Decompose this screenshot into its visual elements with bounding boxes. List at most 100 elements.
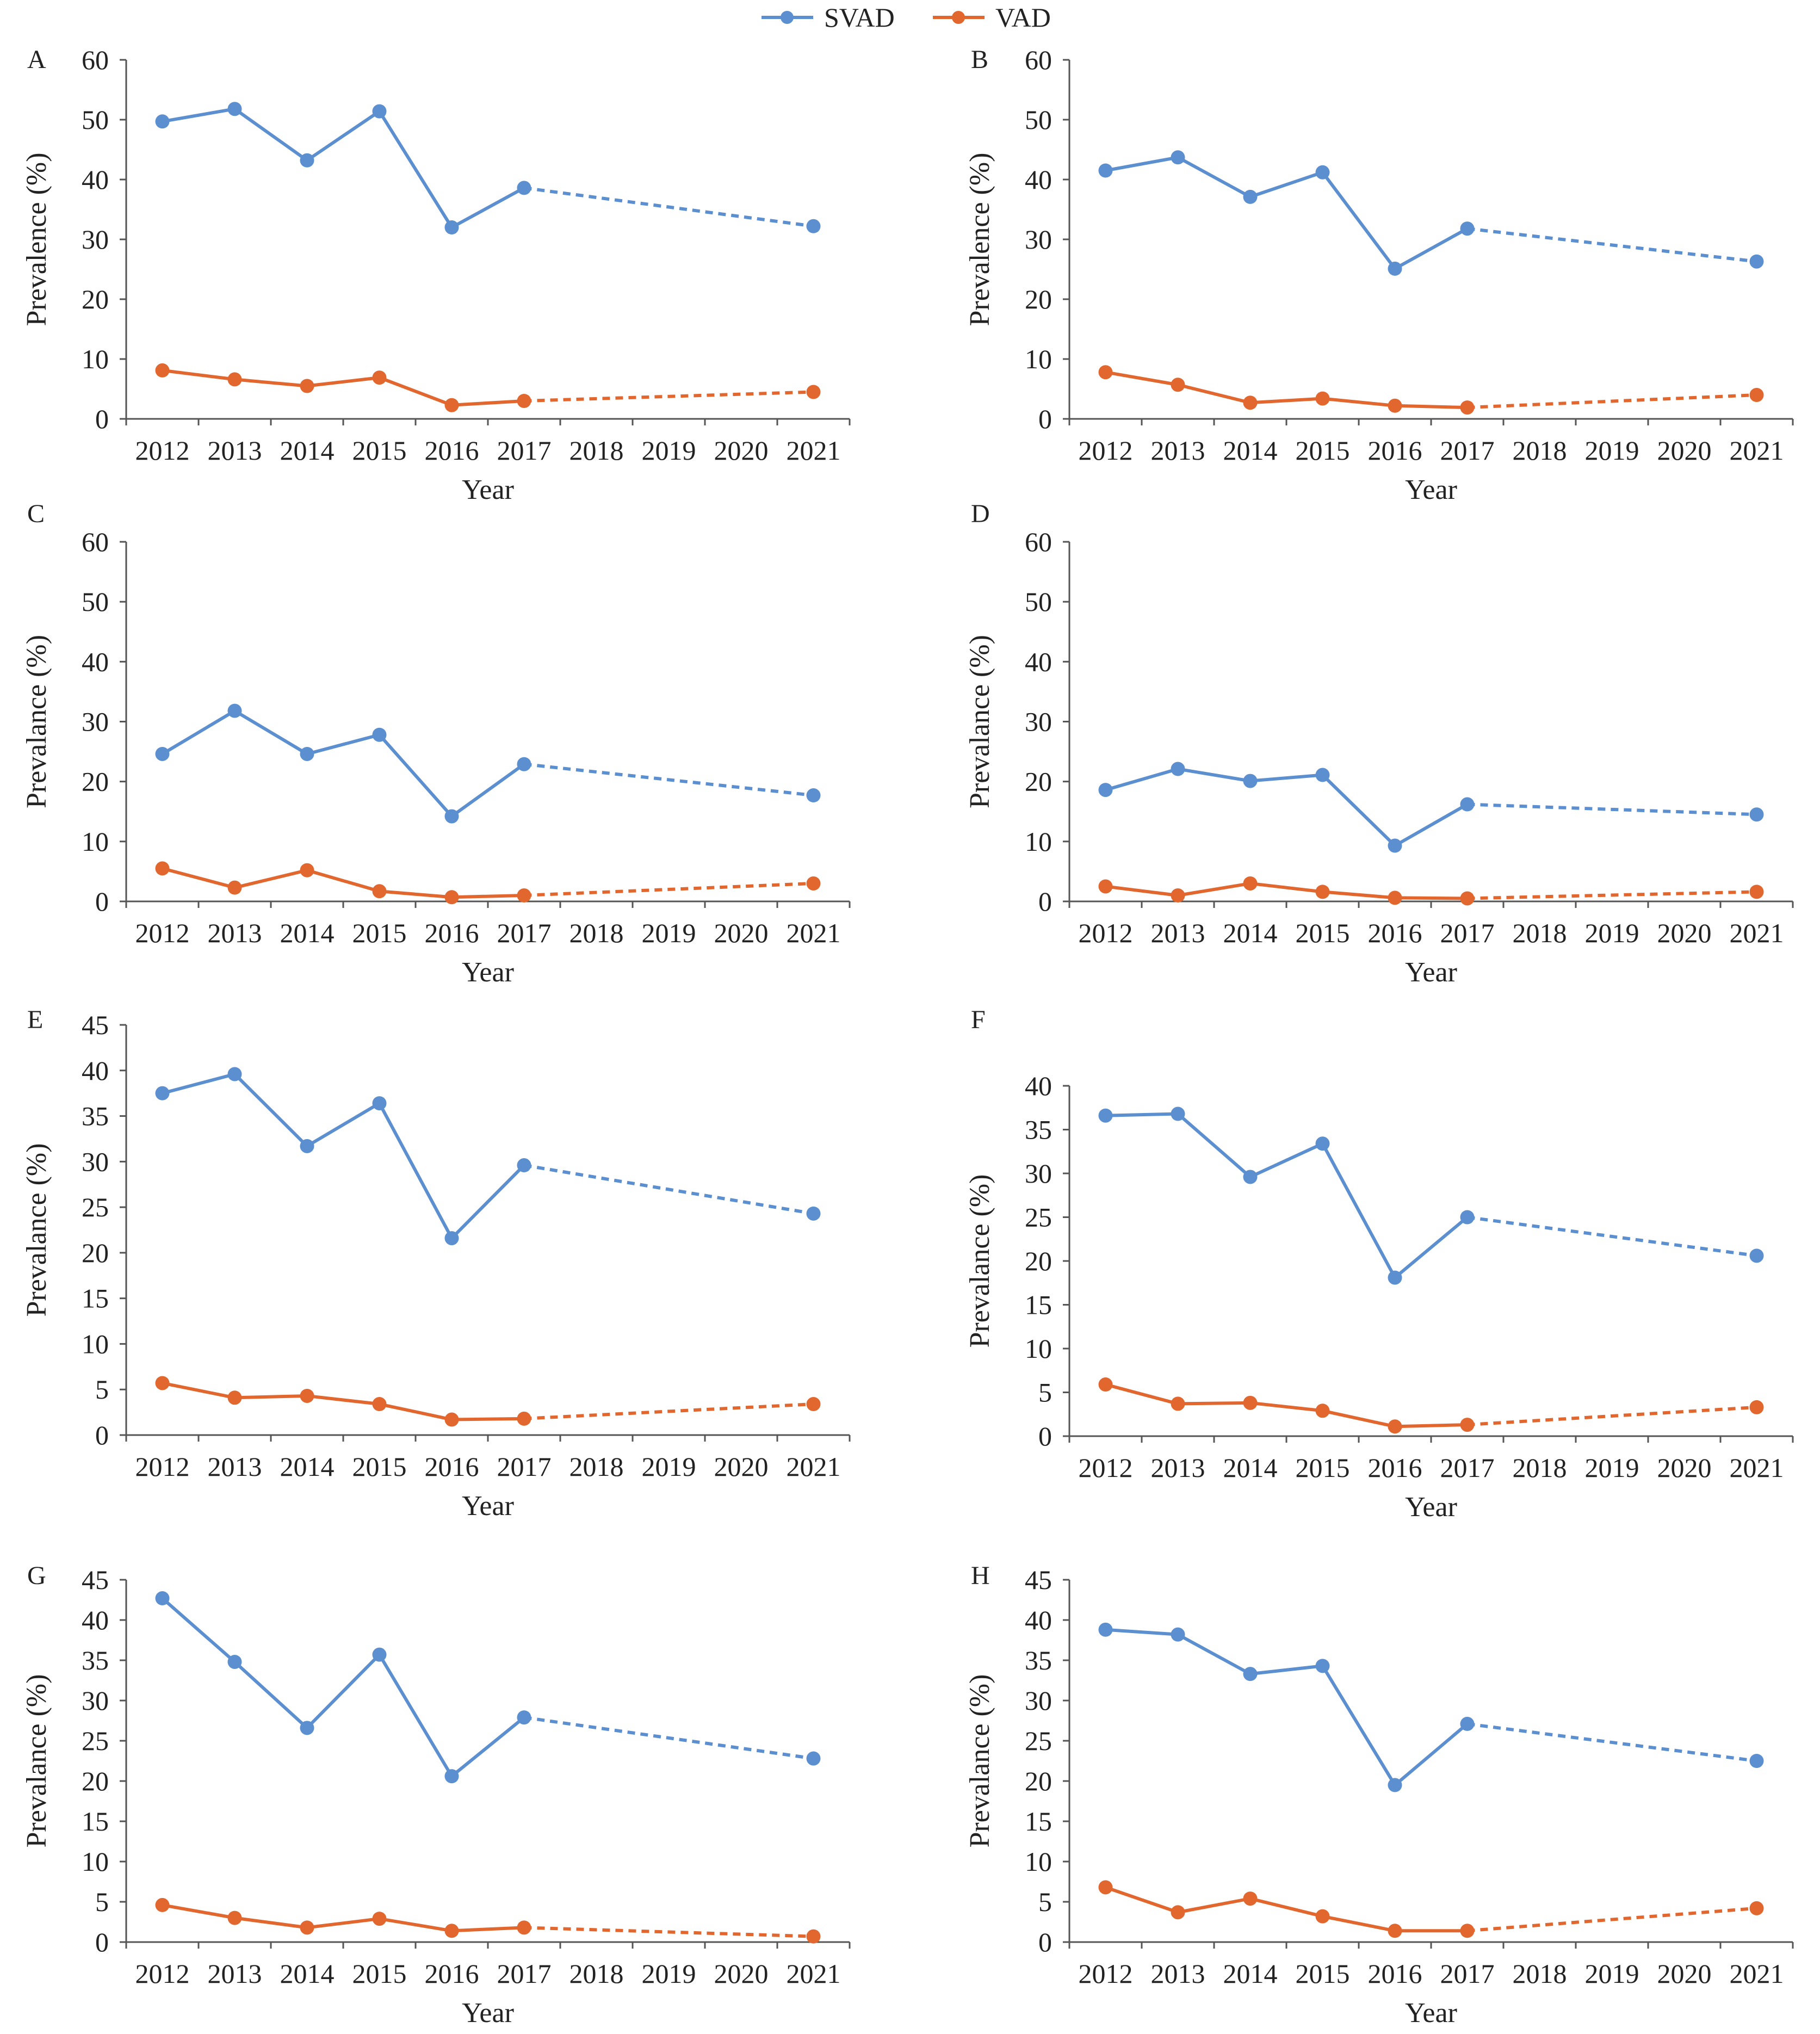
- data-point: [1460, 221, 1475, 236]
- y-tick-label: 0: [95, 1420, 109, 1450]
- series-line-dashed: [1467, 1906, 1757, 1933]
- data-point: [300, 1920, 314, 1935]
- data-point: [1749, 254, 1764, 269]
- data-point: [155, 746, 170, 761]
- x-tick-label: 2017: [497, 1958, 552, 1989]
- data-point: [1749, 807, 1764, 822]
- series-svad: [1098, 762, 1764, 853]
- y-tick-label: 10: [82, 1328, 109, 1359]
- data-point: [1315, 391, 1330, 406]
- x-tick-label: 2012: [135, 1451, 190, 1482]
- x-tick-label: 2016: [425, 918, 479, 948]
- data-point: [1171, 1396, 1185, 1411]
- x-tick-label: 2020: [714, 918, 769, 948]
- x-tick-label: 2016: [1368, 1958, 1422, 1989]
- data-point: [227, 372, 242, 387]
- y-tick-label: 40: [82, 164, 109, 195]
- data-point: [517, 1920, 531, 1935]
- x-tick-label: 2015: [1296, 435, 1350, 466]
- data-point: [806, 219, 821, 233]
- x-axis-title: Year: [462, 1491, 514, 1522]
- y-tick-label: 15: [1025, 1806, 1052, 1837]
- series-line-dashed: [1467, 1722, 1757, 1763]
- series-svad: [1098, 1622, 1764, 1792]
- series-svad: [155, 1067, 821, 1246]
- x-tick-label: 2012: [135, 1958, 190, 1989]
- data-point: [300, 379, 314, 393]
- y-tick-label: 5: [95, 1887, 109, 1917]
- y-tick-label: 20: [1025, 284, 1052, 314]
- x-tick-label: 2015: [352, 1451, 407, 1482]
- x-tick-label: 2021: [787, 435, 841, 466]
- x-tick-label: 2021: [1730, 1958, 1784, 1989]
- y-axis-title: Prevalance (%): [21, 635, 52, 808]
- y-tick-label: 30: [82, 1685, 109, 1716]
- x-tick-label: 2015: [1296, 1958, 1350, 1989]
- data-point: [1171, 1905, 1185, 1920]
- y-tick-label: 30: [82, 224, 109, 255]
- x-tick-label: 2020: [714, 1958, 769, 1989]
- x-tick-label: 2017: [497, 1451, 552, 1482]
- x-tick-label: 2017: [1440, 918, 1495, 948]
- legend-swatch-marker: [952, 11, 965, 24]
- y-tick-label: 0: [95, 1927, 109, 1957]
- data-point: [444, 1924, 459, 1938]
- data-point: [444, 398, 459, 412]
- legend: SVAD VAD: [762, 2, 1051, 33]
- data-point: [517, 181, 531, 195]
- x-tick-label: 2018: [1513, 918, 1567, 948]
- y-axis-title: Prevalance (%): [964, 1674, 995, 1847]
- series-line-solid: [161, 709, 525, 818]
- data-point: [444, 220, 459, 234]
- x-tick-label: 2020: [1657, 435, 1712, 466]
- data-point: [372, 1647, 387, 1662]
- y-tick-label: 25: [1025, 1726, 1052, 1756]
- data-point: [1243, 395, 1258, 410]
- y-tick-label: 15: [82, 1806, 109, 1837]
- data-point: [155, 114, 170, 129]
- y-tick-label: 20: [82, 1766, 109, 1796]
- series-line-solid: [162, 1381, 524, 1421]
- y-tick-label: 50: [1025, 104, 1052, 135]
- x-tick-label: 2015: [1296, 918, 1350, 948]
- x-tick-label: 2012: [135, 918, 190, 948]
- x-tick-label: 2018: [1513, 435, 1567, 466]
- series-line-solid: [1105, 1383, 1468, 1429]
- data-point: [517, 1158, 531, 1173]
- y-tick-label: 30: [1025, 1685, 1052, 1716]
- series-line-dashed: [1467, 802, 1757, 817]
- x-tick-label: 2017: [497, 435, 552, 466]
- series-line-solid: [1105, 1628, 1469, 1787]
- x-tick-label: 2012: [135, 435, 190, 466]
- series-line-dashed: [1467, 1215, 1757, 1258]
- series-line-solid: [162, 1072, 525, 1240]
- data-point: [1098, 1377, 1113, 1392]
- x-axis-title: Year: [462, 1998, 514, 2029]
- x-tick-label: 2015: [352, 918, 407, 948]
- y-tick-label: 35: [82, 1645, 109, 1676]
- data-point: [1171, 888, 1185, 902]
- data-point: [155, 1897, 170, 1912]
- data-point: [155, 1376, 170, 1390]
- x-tick-label: 2020: [714, 1451, 769, 1482]
- y-tick-label: 30: [1025, 1158, 1052, 1189]
- y-tick-label: 60: [1025, 45, 1052, 75]
- series-vad: [1098, 1377, 1764, 1434]
- data-point: [300, 863, 314, 877]
- x-tick-label: 2013: [1151, 435, 1205, 466]
- series-line-solid: [1105, 767, 1468, 848]
- x-tick-label: 2016: [425, 1451, 479, 1482]
- data-point: [372, 1397, 387, 1412]
- series-vad: [1098, 365, 1764, 415]
- panel-letter: F: [971, 1005, 986, 1034]
- y-tick-label: 10: [82, 1846, 109, 1877]
- series-line-solid: [162, 1903, 524, 1933]
- x-tick-label: 2017: [1440, 1958, 1495, 1989]
- data-point: [1460, 797, 1475, 812]
- x-tick-label: 2020: [1657, 1958, 1712, 1989]
- series-line-dashed: [524, 1716, 814, 1760]
- y-tick-label: 50: [82, 586, 109, 617]
- data-point: [1749, 885, 1764, 899]
- series-vad: [155, 1897, 821, 1944]
- chart-panel-c: C 0 10 20 30 40 50 60 2012 2013 2014 2015 2016 2017 20…: [21, 499, 851, 988]
